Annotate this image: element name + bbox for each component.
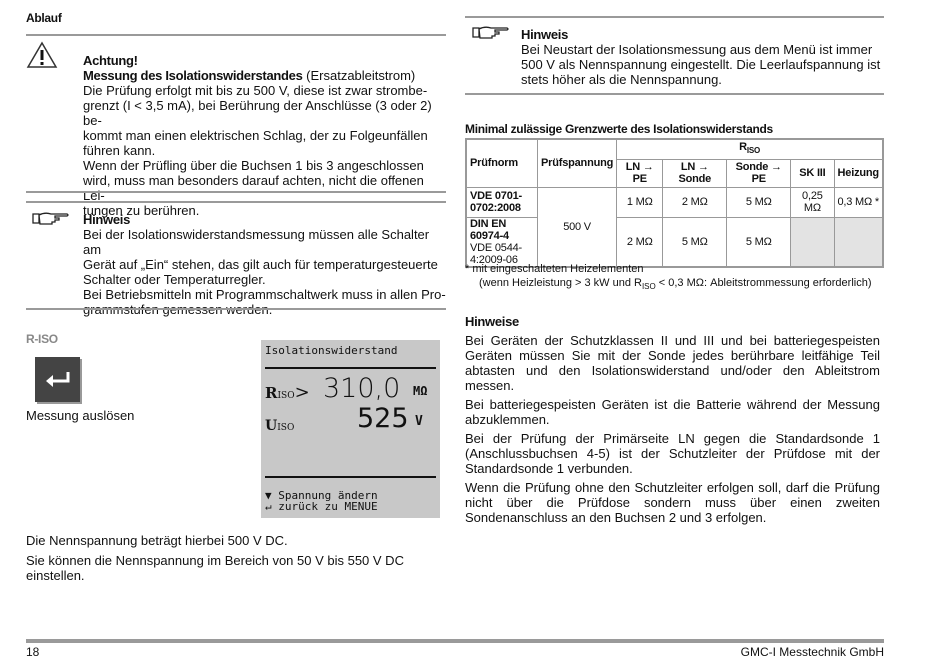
table-cell: 0,3 MΩ * xyxy=(833,186,884,218)
lcd-u-unit: V xyxy=(415,414,423,429)
divider xyxy=(26,201,446,203)
company-name: GMC-I Messtechnik GmbH xyxy=(740,645,884,659)
limits-table: Prüfnorm Prüfspannung RISO LN → PE LN → Son… xyxy=(465,138,884,268)
lcd-divider xyxy=(265,367,436,369)
table-cell: 2 MΩ xyxy=(616,216,664,267)
warning-title: Achtung! xyxy=(83,53,138,68)
divider xyxy=(26,308,446,310)
lcd-display: Isolationswiderstand RISO> 310,0 MΩ UISO… xyxy=(261,340,440,518)
warning-subtitle-rest: (Ersatzableitstrom) xyxy=(302,68,416,83)
lcd-u-value: 525 xyxy=(357,403,409,434)
voltage-text: Die Nennspannung beträgt hierbei 500 V D… xyxy=(26,533,404,583)
lcd-r-value: 310,0 xyxy=(323,373,401,404)
text-line: Bei Betriebsmitteln mit Programmschaltwe… xyxy=(83,287,446,302)
column-header: LN → Sonde xyxy=(662,158,728,188)
text-line: Die Prüfung erfolgt mit bis zu 500 V, di… xyxy=(83,83,428,98)
text-line: Schalter oder Temperaturregler. xyxy=(83,272,266,287)
text-line: Bei Geräten der Schutzklassen II und III… xyxy=(465,333,880,393)
lcd-divider xyxy=(265,476,436,478)
text-line: führen kann. xyxy=(83,143,156,158)
text-line: Wenn der Prüfling über die Buchsen 1 bis… xyxy=(83,158,424,173)
note-text: Bei der Isolationswiderstandsmessung müs… xyxy=(83,227,448,317)
divider xyxy=(465,93,884,95)
empty-cell xyxy=(790,216,835,267)
table-cell: 2 MΩ xyxy=(662,186,728,218)
pointing-hand-icon xyxy=(472,26,509,39)
column-header: SK III xyxy=(790,158,835,188)
text-line: 500 V als Nennspannung eingestellt. Die … xyxy=(521,57,881,72)
pointing-hand-icon xyxy=(32,212,69,225)
divider xyxy=(465,16,884,18)
text-line: kommt man einen elektrischen Schlag, der… xyxy=(83,128,428,143)
table-footnote: * mit eingeschalteten Heizelementen (wen… xyxy=(465,263,872,292)
text-line: Gerät auf „Ein“ stehen, das gilt auch fü… xyxy=(83,257,438,272)
lcd-u-label: UISO xyxy=(265,418,295,434)
text-line: grenzt (I < 3,5 mA), bei Berührung der A… xyxy=(83,98,432,128)
lcd-r-unit: MΩ xyxy=(413,384,428,398)
riso-header: RISO xyxy=(616,138,884,160)
text-line: Bei der Prüfung der Primärseite LN gegen… xyxy=(465,431,880,476)
lcd-hints: ▼ Spannung ändern ↵ zurück zu MENUE xyxy=(265,489,378,513)
text-line: Wenn die Prüfung ohne den Schutzleiter e… xyxy=(465,480,880,525)
column-header: LN → PE xyxy=(616,158,664,188)
table-cell: 1 MΩ xyxy=(616,186,664,218)
table-cell: 5 MΩ xyxy=(662,216,728,267)
enter-arrow-icon xyxy=(45,371,69,387)
empty-cell xyxy=(833,216,884,267)
riso-label: R-ISO xyxy=(26,332,58,346)
note-block: Hinweis Bei der Isolationswiderstandsmes… xyxy=(83,212,448,317)
text-line: Bei der Isolationswiderstandsmessung müs… xyxy=(83,227,430,257)
warning-triangle-icon xyxy=(26,41,58,68)
text-line: tungen zu berühren. xyxy=(83,203,200,218)
page-number: 18 xyxy=(26,645,40,659)
measure-button[interactable] xyxy=(35,357,80,402)
note2-block: Hinweis Bei Neustart der Isolationsmessun… xyxy=(521,27,886,87)
divider xyxy=(26,191,446,193)
warning-subtitle: Messung des Isolationswiderstandes xyxy=(83,68,303,83)
table-cell: 5 MΩ xyxy=(726,186,792,218)
text-line: Bei Neustart der Isolationsmessung aus d… xyxy=(521,42,873,57)
lcd-r-label: RISO> xyxy=(265,382,310,403)
table-cell: 0,25 MΩ xyxy=(790,186,835,218)
down-triangle-icon: ▼ xyxy=(265,489,272,502)
table-title: Minimal zulässige Grenzwerte des Isolati… xyxy=(465,122,773,136)
column-header: Heizung xyxy=(833,158,884,188)
measure-caption: Messung auslösen xyxy=(26,408,135,423)
note-title: Hinweis xyxy=(83,212,131,227)
table-cell: 5 MΩ xyxy=(726,216,792,267)
text-line: stets höher als die Nennspannung. xyxy=(521,72,722,87)
warning-text: Die Prüfung erfolgt mit bis zu 500 V, di… xyxy=(83,83,448,218)
text-line: Bei batteriegespeisten Geräten ist die B… xyxy=(465,397,880,427)
section-title: Ablauf xyxy=(26,11,62,25)
warning-block: Achtung! Messung des Isolationswiderstan… xyxy=(83,53,448,218)
divider xyxy=(26,34,446,36)
lcd-title: Isolationswiderstand xyxy=(265,344,398,357)
footer-rule xyxy=(26,639,884,643)
column-header: Sonde → PE xyxy=(726,158,792,188)
enter-arrow-icon: ↵ xyxy=(265,500,272,513)
text-line: wird, muss man besonders darauf achten, … xyxy=(83,173,424,203)
hinweise-block: Hinweise Bei Geräten der Schutzklassen II… xyxy=(465,314,880,525)
